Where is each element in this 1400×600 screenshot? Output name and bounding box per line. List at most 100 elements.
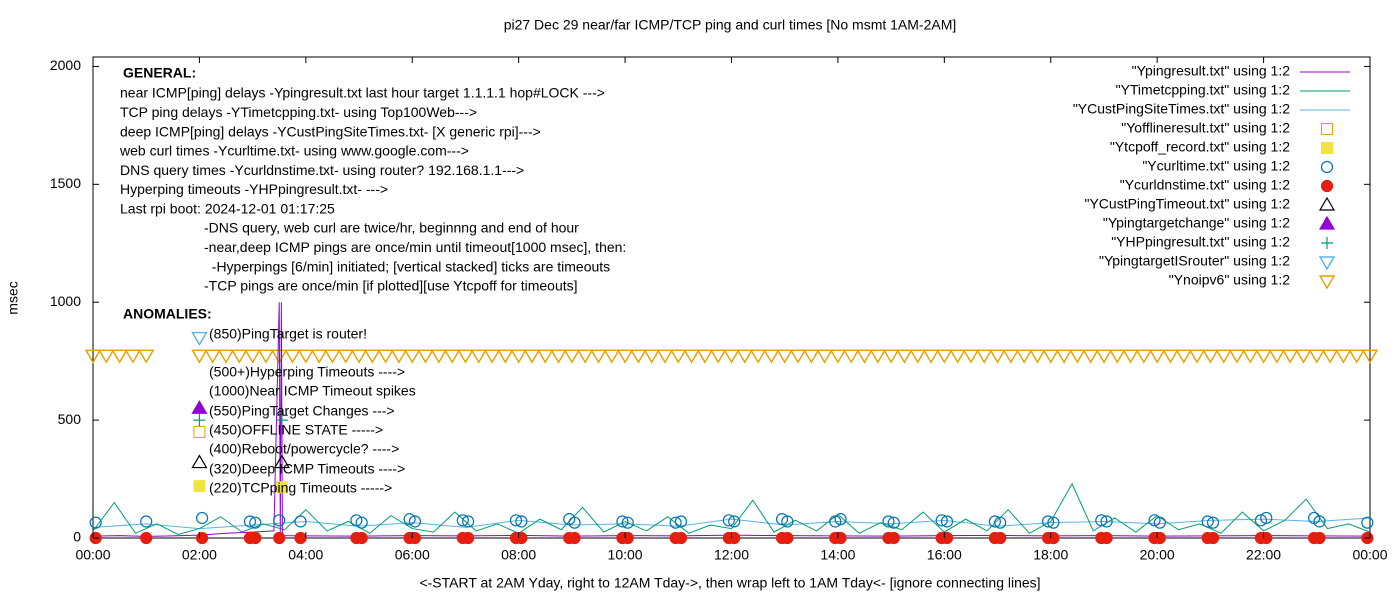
marker (231, 349, 248, 364)
marker (949, 349, 966, 364)
series-line (92, 302, 1371, 537)
anomaly-line: (220)TCPping Timeouts -----> (209, 480, 392, 496)
marker (1320, 179, 1334, 193)
marker (1100, 515, 1113, 528)
marker (1041, 515, 1055, 528)
marker (834, 531, 847, 545)
legend-label: "Ytcpoff_record.txt" using 1:2 (1110, 139, 1290, 155)
marker (408, 515, 422, 528)
marker (193, 480, 206, 493)
marker (297, 349, 315, 364)
marker (789, 349, 807, 364)
marker (696, 349, 714, 364)
legend-label: "Ynoipv6" using 1:2 (1169, 272, 1290, 288)
y-tick-label: 2000 (50, 57, 81, 73)
marker (244, 349, 261, 364)
marker (1318, 196, 1336, 211)
marker (722, 514, 735, 527)
marker (781, 531, 794, 545)
marker (1002, 349, 1020, 364)
legend-label: "YTimetcpping.txt" using 1:2 (1116, 82, 1291, 98)
marker (621, 516, 634, 529)
x-tick-label: 02:00 (182, 547, 217, 563)
general-line: TCP ping delays -YTimetcpping.txt- using… (120, 104, 477, 120)
marker (869, 349, 887, 364)
marker (217, 349, 235, 364)
x-axis-label: <-START at 2AM Yday, right to 12AM Tday-… (419, 575, 1040, 591)
marker (887, 516, 900, 529)
legend-label: "Ypingtargetchange" using 1:2 (1103, 215, 1290, 231)
marker (515, 531, 528, 545)
marker (355, 516, 368, 529)
marker (989, 349, 1006, 364)
marker (275, 481, 288, 494)
marker (84, 349, 102, 364)
x-tick-label: 04:00 (288, 547, 323, 563)
marker (563, 349, 581, 364)
marker (1202, 349, 1219, 364)
marker (994, 531, 1007, 545)
marker (355, 531, 368, 545)
marker (1047, 531, 1060, 545)
marker (204, 349, 221, 364)
marker (775, 513, 789, 526)
marker (643, 349, 660, 364)
marker (1242, 349, 1259, 364)
marker (1206, 531, 1220, 545)
marker (1361, 516, 1374, 529)
marker (728, 515, 741, 528)
marker (935, 514, 948, 527)
marker (616, 515, 629, 528)
marker (1361, 349, 1379, 364)
marker (568, 531, 581, 545)
x-tick-label: 22:00 (1246, 547, 1281, 563)
marker (674, 531, 688, 545)
marker (294, 531, 307, 545)
marker (1122, 349, 1139, 364)
marker (1047, 516, 1060, 529)
marker (616, 349, 634, 364)
marker (124, 349, 142, 364)
anomalies-heading: ANOMALIES: (123, 306, 212, 322)
plot-area (84, 302, 1379, 545)
x-tick-label: 06:00 (395, 547, 430, 563)
marker (781, 515, 794, 528)
marker (249, 516, 262, 529)
marker (404, 349, 421, 364)
anomaly-line: (1000)Near ICMP Timeout spikes (209, 383, 416, 399)
marker (1095, 349, 1113, 364)
marker (249, 531, 262, 545)
marker (1015, 349, 1033, 364)
marker (515, 515, 528, 528)
chart-title: pi27 Dec 29 near/far ICMP/TCP ping and c… (504, 17, 957, 33)
marker (273, 531, 286, 545)
marker (364, 349, 381, 364)
marker (1188, 349, 1206, 364)
marker (257, 349, 275, 364)
marker (962, 349, 980, 364)
marker (1335, 349, 1352, 364)
marker (390, 349, 408, 364)
marker (140, 515, 153, 528)
x-tick-label: 16:00 (927, 547, 962, 563)
marker (1255, 349, 1272, 364)
marker (1320, 160, 1334, 174)
marker (1313, 515, 1326, 528)
note-line: -DNS query, web curl are twice/hr, begin… (204, 220, 579, 236)
marker (803, 349, 820, 364)
marker (829, 349, 847, 364)
marker (1260, 531, 1273, 545)
marker (1318, 256, 1336, 271)
marker (1029, 349, 1046, 364)
legend-label: "YHPpingresult.txt" using 1:2 (1111, 234, 1290, 250)
marker (310, 349, 328, 364)
marker (337, 349, 354, 364)
marker (882, 515, 895, 528)
x-tick-label: 12:00 (714, 547, 749, 563)
marker (403, 513, 416, 526)
marker (1308, 349, 1326, 364)
marker (193, 425, 206, 438)
marker (430, 349, 448, 364)
x-tick-label: 14:00 (820, 547, 855, 563)
marker (940, 531, 954, 545)
